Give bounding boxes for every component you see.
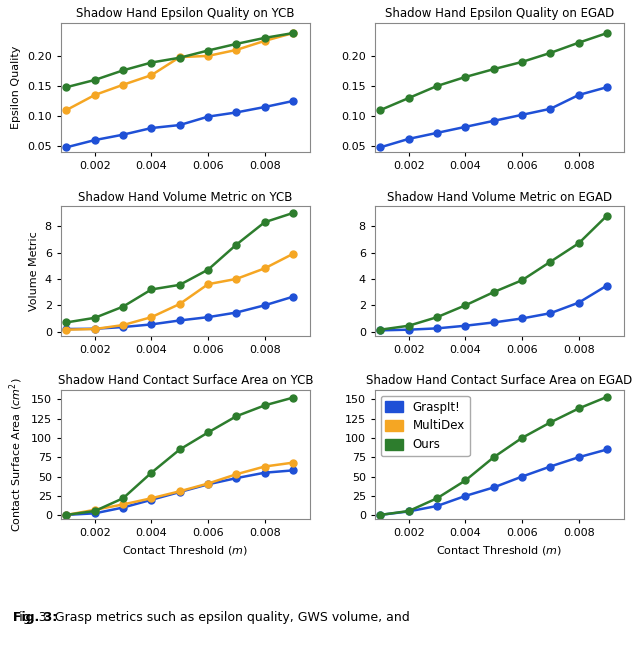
X-axis label: Contact Threshold ($m$): Contact Threshold ($m$) <box>436 544 563 557</box>
X-axis label: Contact Threshold ($m$): Contact Threshold ($m$) <box>122 544 248 557</box>
Y-axis label: Epsilon Quality: Epsilon Quality <box>12 46 22 129</box>
Legend: GraspIt!, MultiDex, Ours: GraspIt!, MultiDex, Ours <box>381 396 470 456</box>
Title: Shadow Hand Volume Metric on YCB: Shadow Hand Volume Metric on YCB <box>78 191 292 204</box>
Text: Fig. 3: Grasp metrics such as epsilon quality, GWS volume, and: Fig. 3: Grasp metrics such as epsilon qu… <box>13 611 410 624</box>
Title: Shadow Hand Contact Surface Area on YCB: Shadow Hand Contact Surface Area on YCB <box>58 374 313 387</box>
Title: Shadow Hand Contact Surface Area on EGAD: Shadow Hand Contact Surface Area on EGAD <box>366 374 632 387</box>
Y-axis label: Contact Surface Area ($cm^2$): Contact Surface Area ($cm^2$) <box>8 377 25 532</box>
Text: Fig. 3:: Fig. 3: <box>13 611 61 624</box>
Title: Shadow Hand Volume Metric on EGAD: Shadow Hand Volume Metric on EGAD <box>387 191 612 204</box>
Title: Shadow Hand Epsilon Quality on EGAD: Shadow Hand Epsilon Quality on EGAD <box>385 7 614 20</box>
Y-axis label: Volume Metric: Volume Metric <box>29 231 39 311</box>
Title: Shadow Hand Epsilon Quality on YCB: Shadow Hand Epsilon Quality on YCB <box>76 7 294 20</box>
